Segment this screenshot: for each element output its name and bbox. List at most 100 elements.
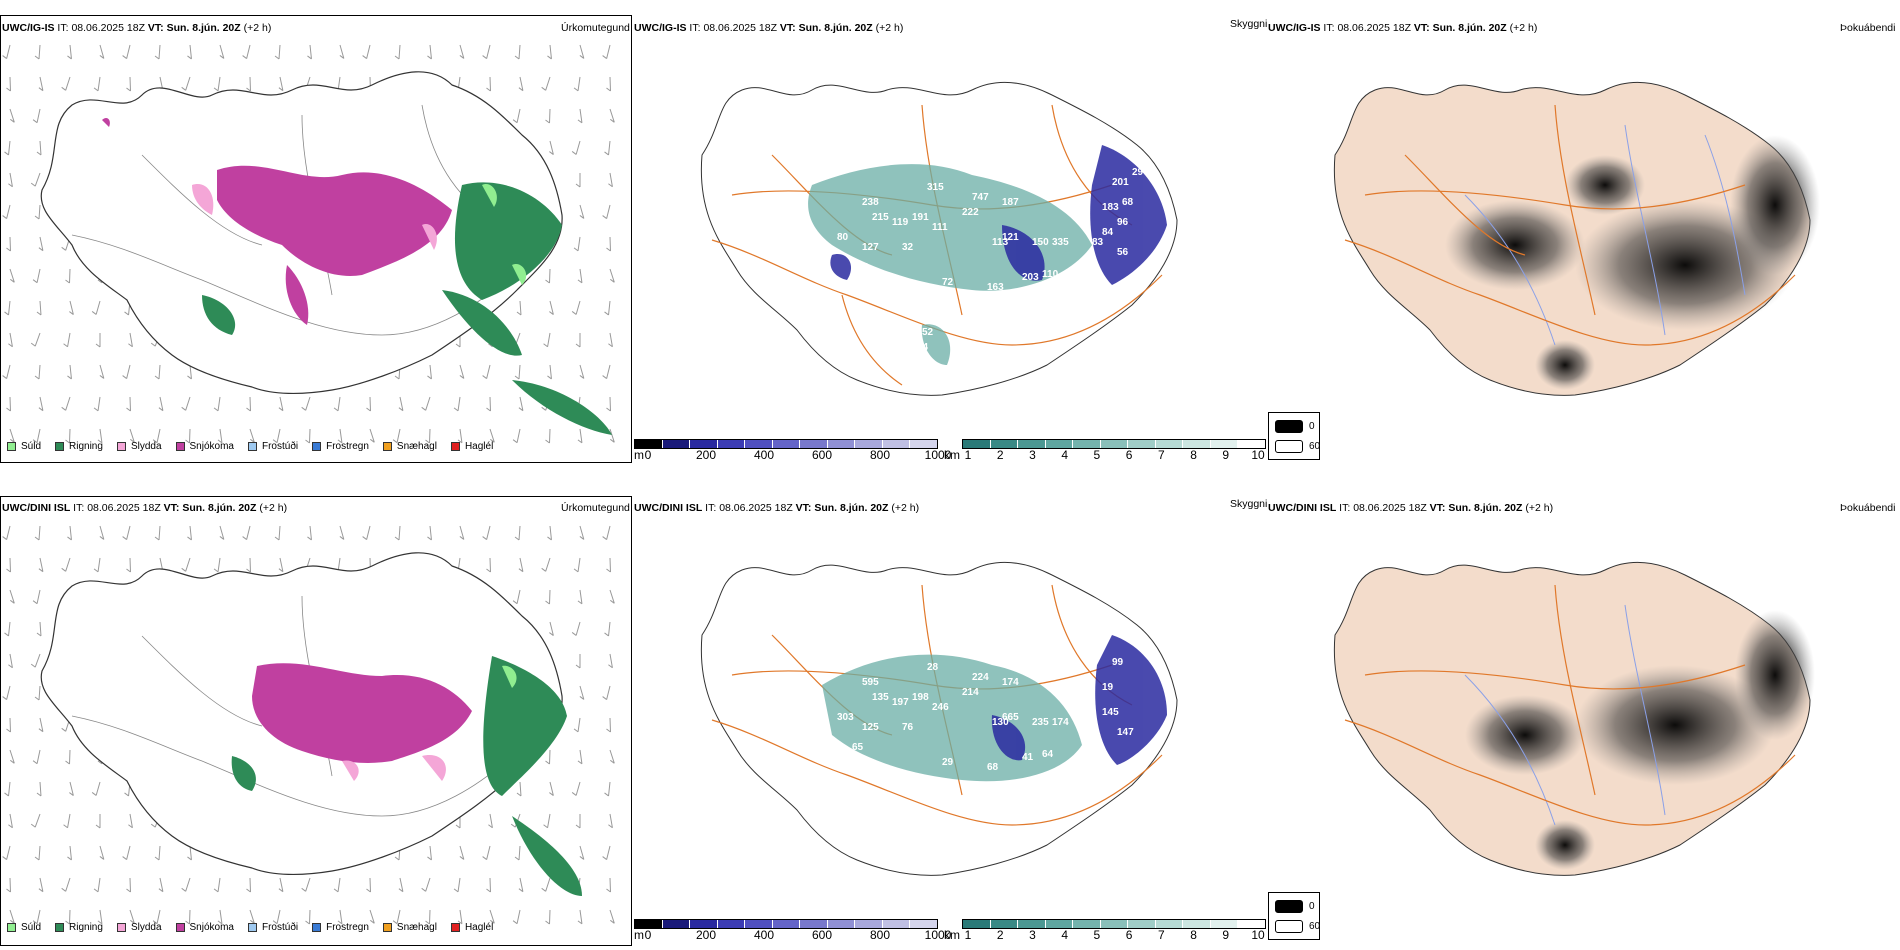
colorbar-cell: [990, 440, 1019, 448]
fog-level-60: 60: [1275, 440, 1320, 453]
run-header: UWC/IG-IS IT: 08.06.2025 18Z VT: Sun. 8.…: [2, 22, 271, 34]
wind-barb: [579, 845, 585, 860]
wind-barb: [34, 44, 41, 60]
wind-barb: [547, 525, 552, 541]
wind-barb: [91, 781, 101, 796]
panel-title-cloud-base: Skyggni: [1230, 18, 1268, 30]
tick-label: 1000: [924, 928, 952, 942]
height-unit: m: [634, 448, 644, 462]
wind-barb: [9, 268, 15, 283]
wind-barb: [36, 140, 42, 156]
wind-barb: [549, 781, 554, 796]
colorbar-cell: [717, 920, 746, 928]
wind-barb: [577, 108, 583, 124]
precip-height-label: 119: [892, 217, 909, 228]
legend-label: Haglél: [464, 922, 494, 933]
wind-barb: [571, 140, 581, 155]
wind-barb: [67, 845, 72, 861]
wind-barb: [602, 204, 611, 219]
wind-barb: [609, 589, 615, 604]
legend-swatch: [247, 923, 257, 932]
tick-label: 800: [869, 928, 891, 942]
legend-item: Frostregn: [312, 922, 369, 933]
wind-barb: [459, 525, 465, 540]
wind-barb: [609, 909, 615, 924]
wind-barb: [185, 909, 191, 925]
precip-height-label: 665: [1002, 712, 1019, 723]
wind-barb: [609, 268, 615, 283]
wind-barb: [67, 364, 72, 380]
wind-barb: [34, 204, 41, 220]
wind-barb: [577, 268, 583, 284]
it-label: IT:: [1323, 22, 1335, 34]
wind-barb: [362, 44, 371, 59]
wind-barb: [219, 525, 225, 540]
wind-barb: [366, 396, 371, 412]
wind-barb: [128, 332, 133, 348]
it-value: 08.06.2025 18Z: [71, 22, 145, 34]
lead-time: (+2 h): [875, 22, 904, 34]
colorbar-cell: [690, 440, 718, 448]
wind-barb: [579, 525, 585, 540]
tick-label: 8: [1190, 928, 1197, 942]
wind-barb: [278, 396, 284, 412]
wind-barb: [187, 44, 192, 60]
model-name: UWC/DINI ISL: [2, 502, 71, 514]
wind-barb: [602, 525, 611, 540]
wind-barb: [6, 396, 11, 412]
wind-barb: [36, 300, 42, 316]
wind-barb: [392, 909, 401, 925]
colorbar-cell: [827, 920, 856, 928]
precip-height-label: 127: [862, 242, 879, 253]
wind-barb: [549, 140, 554, 155]
precip-height-label: 84: [1102, 227, 1114, 238]
precip-legend: Súld Rigning Slydda Snjókoma Frostúði Frostre…: [7, 441, 507, 452]
legend-item: Snjókoma: [175, 441, 234, 452]
wind-barb: [32, 749, 41, 765]
it-label: IT:: [1339, 502, 1351, 514]
panel-title-precip-type: Úrkomutegund: [561, 502, 630, 514]
wind-barb: [482, 845, 491, 860]
wind-barb: [38, 877, 44, 893]
tick-label: 200: [695, 928, 717, 942]
wind-barb: [486, 877, 491, 893]
legend-item: Snjókoma: [175, 922, 234, 933]
wind-barb: [97, 428, 103, 444]
colorbar-cell: [772, 920, 801, 928]
tick-label: 10: [1251, 448, 1265, 462]
wind-barb: [602, 44, 611, 59]
fog-level-60: 60: [1275, 920, 1320, 933]
legend-item: Slydda: [116, 441, 162, 452]
wind-barb: [65, 428, 71, 444]
precip-height-label: 197: [892, 697, 909, 708]
it-value: 08.06.2025 18Z: [87, 502, 161, 514]
wind-barb: [61, 557, 71, 572]
wind-barb: [158, 877, 164, 893]
wind-barb: [99, 525, 105, 540]
colorbar-cell: [1018, 440, 1046, 448]
colorbar-cell: [1073, 440, 1101, 448]
precip-height-label: 192: [932, 147, 949, 158]
legend-swatch: [382, 923, 392, 932]
wind-barb: [545, 909, 551, 925]
wind-barb: [512, 428, 521, 444]
wind-barb: [486, 76, 491, 92]
legend-swatch: [55, 442, 65, 451]
wind-barb: [606, 76, 611, 92]
wind-barb: [339, 44, 345, 59]
wind-barb: [575, 173, 581, 188]
wind-barb: [122, 44, 131, 59]
wind-barb: [604, 300, 611, 316]
wind-barb: [579, 364, 585, 379]
wind-barb: [30, 653, 41, 668]
wind-barb: [93, 396, 101, 412]
precip-height-label: 198: [912, 692, 929, 703]
tick-label: 10: [1251, 928, 1265, 942]
precip-height-label: 150: [1032, 237, 1049, 248]
wind-barb: [486, 557, 491, 573]
precip-height-label: 83: [1092, 237, 1104, 248]
wind-barb: [489, 428, 495, 443]
wind-barb: [34, 525, 41, 541]
wind-barb: [181, 396, 191, 411]
